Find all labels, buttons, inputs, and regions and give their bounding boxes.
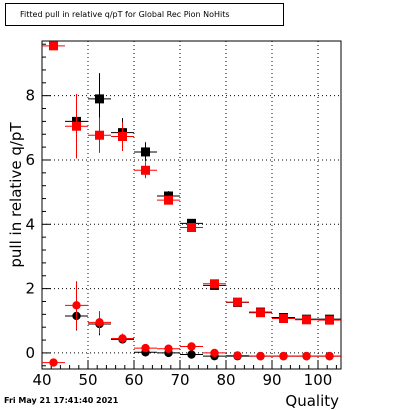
grid bbox=[42, 41, 341, 369]
x-tick-label: 80 bbox=[216, 371, 235, 389]
chart-title: Fitted pull in relative q/pT for Global … bbox=[5, 3, 284, 26]
data-point bbox=[325, 351, 334, 361]
data-point bbox=[325, 315, 334, 325]
x-tick-label: 50 bbox=[78, 371, 97, 389]
y-tick-label: 4 bbox=[25, 215, 35, 233]
y-axis-label: pull in relative q/pT bbox=[7, 122, 25, 268]
data-point bbox=[210, 348, 219, 358]
data-point bbox=[187, 342, 196, 351]
series-1 bbox=[42, 41, 341, 325]
data-point bbox=[118, 132, 127, 142]
x-tick-label: 90 bbox=[262, 371, 281, 389]
data-point bbox=[72, 301, 81, 310]
data-point bbox=[141, 343, 150, 353]
data-point bbox=[164, 195, 173, 205]
data-point bbox=[233, 297, 242, 307]
data-point bbox=[256, 351, 265, 361]
y-tick-label: 6 bbox=[25, 151, 35, 169]
axes: 40 50 60 70 80 90 100 0 2 4 6 8 bbox=[25, 43, 337, 389]
data-point bbox=[141, 147, 150, 157]
y-tick-label: 2 bbox=[25, 280, 35, 298]
data-point bbox=[279, 351, 288, 361]
data-point bbox=[233, 351, 242, 360]
data-series bbox=[42, 41, 341, 367]
x-tick-label: 60 bbox=[124, 371, 143, 389]
data-point bbox=[72, 121, 81, 131]
data-point bbox=[95, 94, 104, 104]
data-point bbox=[187, 223, 196, 233]
data-point bbox=[118, 334, 127, 343]
x-axis-label: Quality bbox=[285, 392, 339, 410]
data-point bbox=[302, 315, 311, 325]
series-3 bbox=[42, 281, 341, 367]
data-point bbox=[141, 165, 150, 175]
x-tick-label: 100 bbox=[304, 371, 333, 389]
y-tick-label: 0 bbox=[25, 344, 35, 362]
data-point bbox=[256, 308, 265, 318]
x-tick-label: 70 bbox=[170, 371, 189, 389]
data-point bbox=[210, 279, 219, 289]
data-point bbox=[49, 41, 58, 51]
series-2 bbox=[65, 301, 341, 361]
data-point bbox=[164, 344, 173, 353]
plot-frame bbox=[41, 40, 342, 370]
data-point bbox=[95, 130, 104, 140]
y-tick-label: 8 bbox=[25, 87, 35, 105]
series-0 bbox=[65, 73, 341, 324]
data-point bbox=[302, 351, 311, 361]
data-point bbox=[187, 350, 196, 359]
data-point bbox=[95, 318, 104, 327]
data-point bbox=[49, 358, 58, 367]
data-point bbox=[279, 314, 288, 324]
x-tick-label: 40 bbox=[32, 371, 51, 389]
timestamp: Fri May 21 17:41:40 2021 bbox=[4, 396, 119, 405]
